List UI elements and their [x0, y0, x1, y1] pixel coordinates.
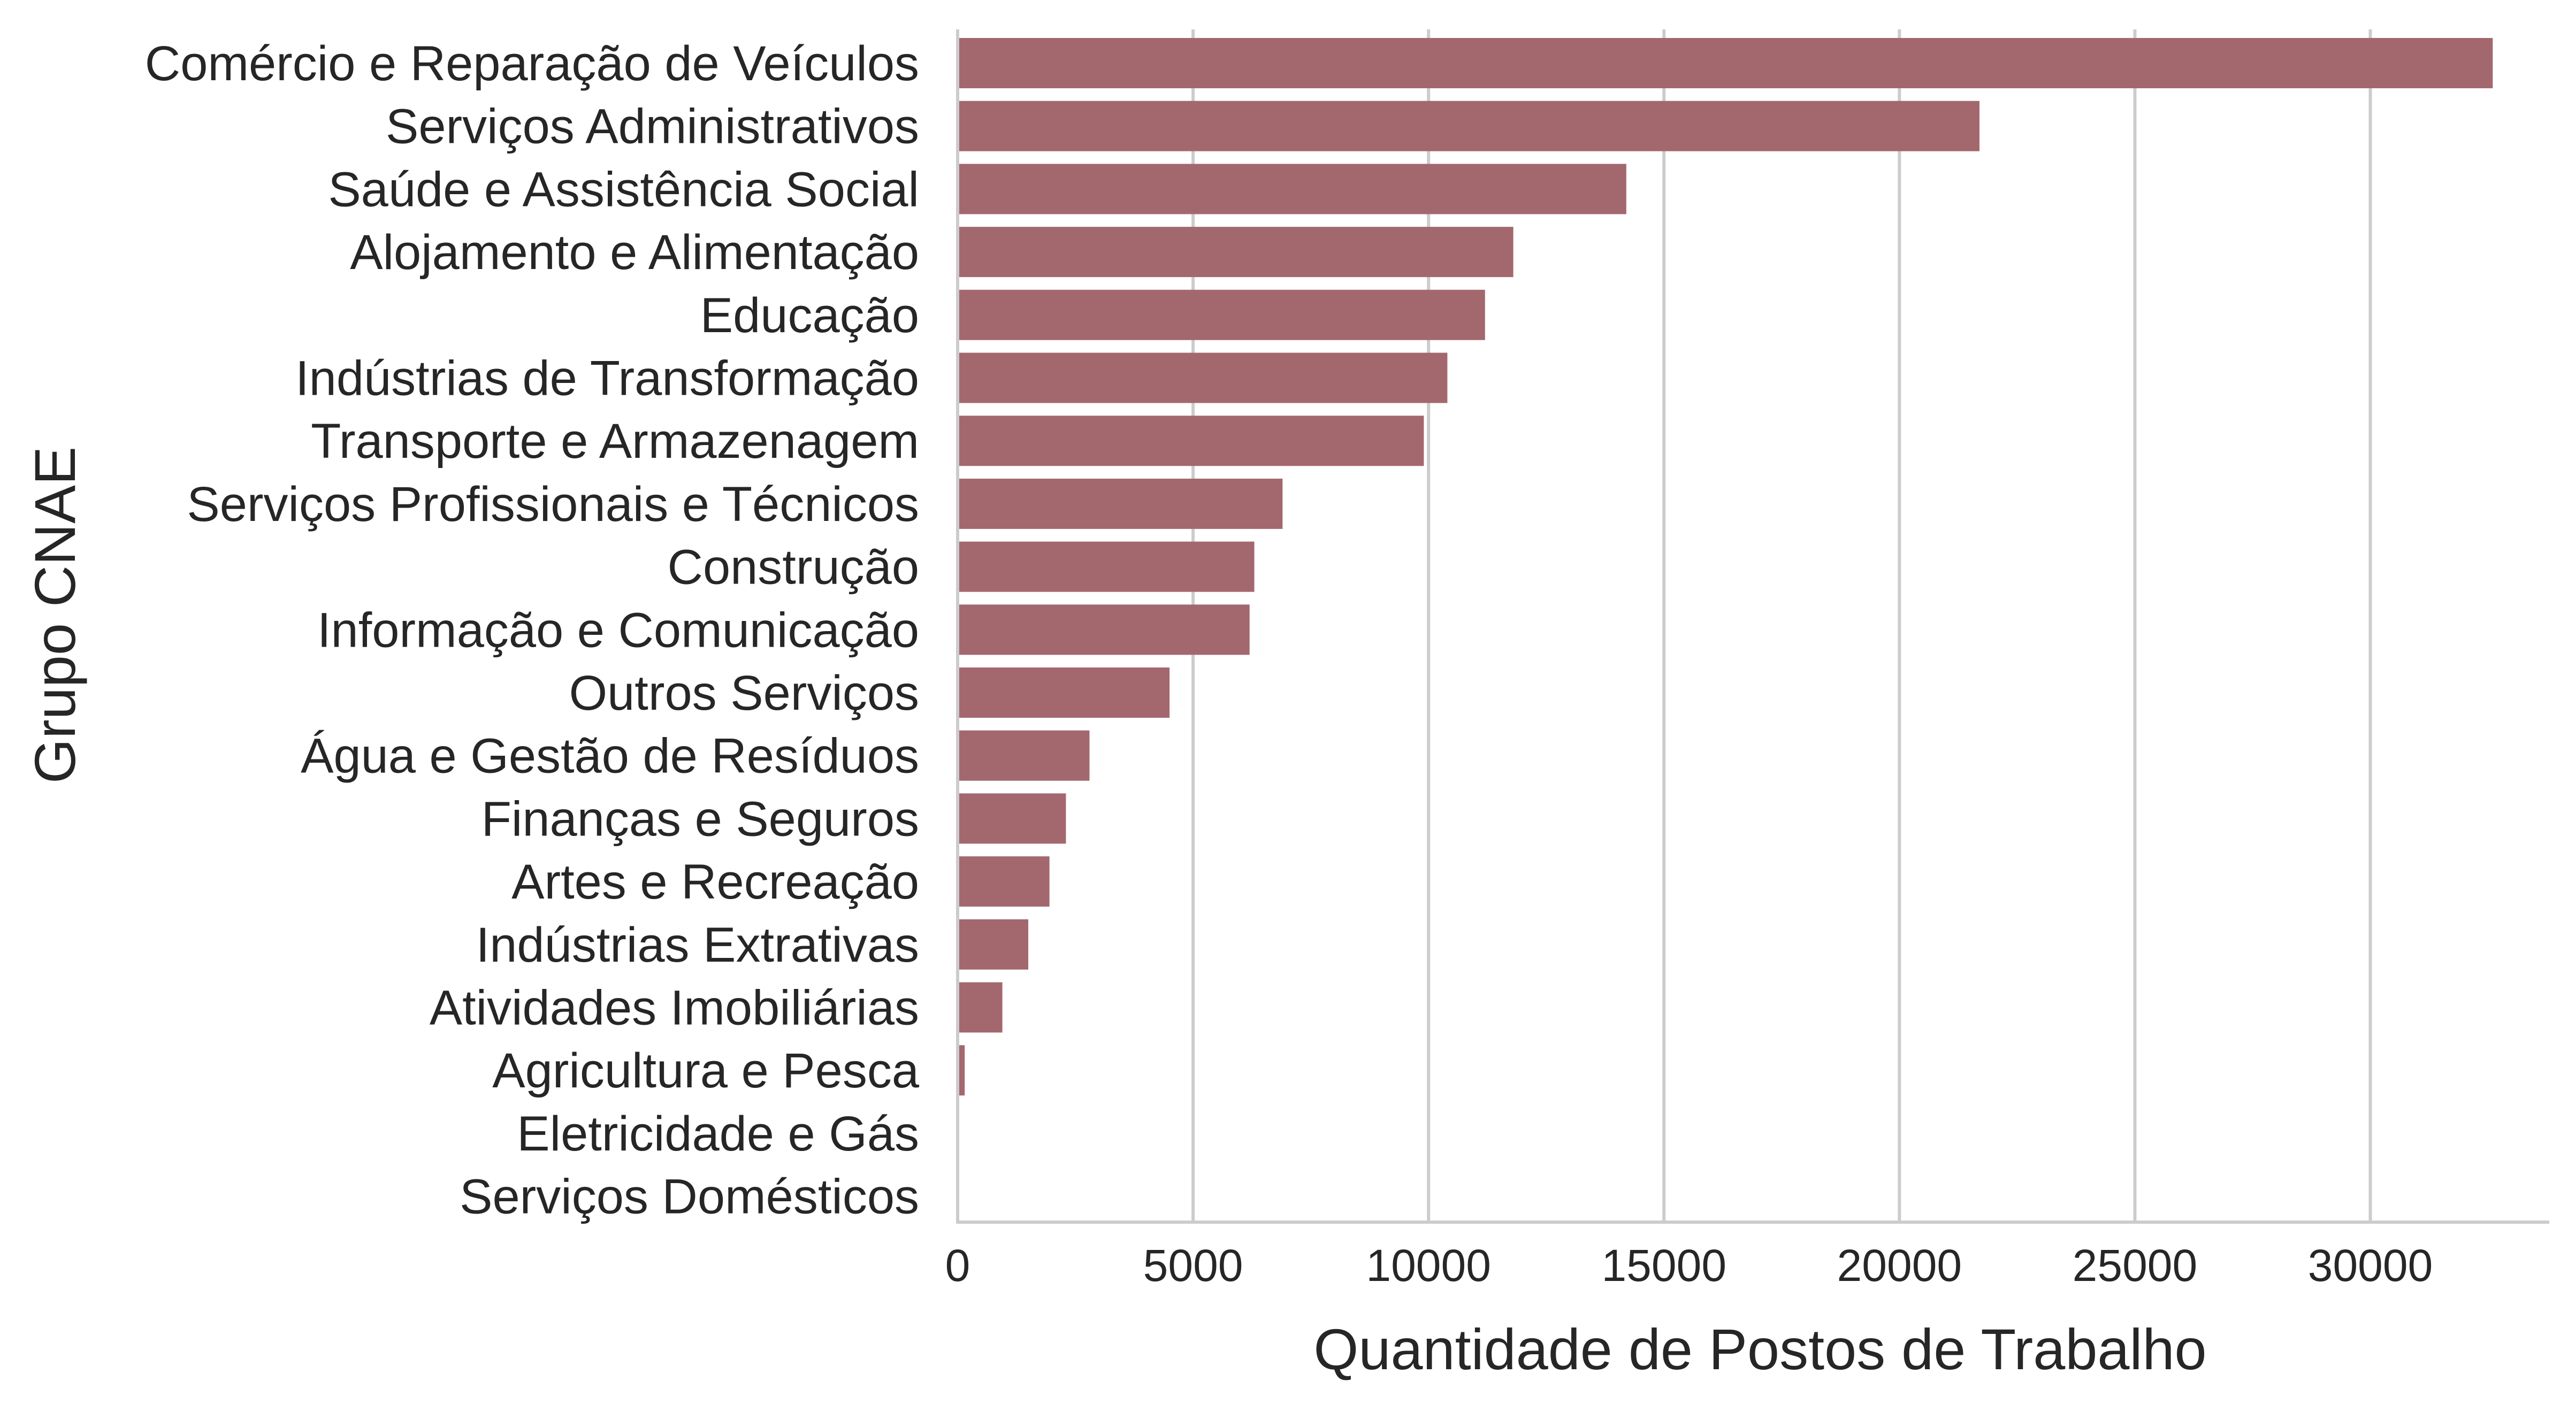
y-tick-label: Atividades Imobiliárias [430, 981, 919, 1035]
bar [958, 164, 1626, 214]
y-axis-title: Grupo CNAE [22, 447, 87, 784]
x-tick-label: 15000 [1601, 1240, 1726, 1291]
bar [958, 667, 1170, 718]
y-tick-label: Serviços Administrativos [386, 99, 919, 154]
y-tick-label: Eletricidade e Gás [517, 1107, 919, 1161]
bar [958, 919, 1029, 970]
bar [958, 38, 2493, 88]
y-tick-label: Indústrias Extrativas [476, 918, 919, 972]
y-tick-label: Saúde e Assistência Social [328, 162, 919, 217]
bar [958, 982, 1003, 1033]
y-tick-label: Artes e Recreação [511, 855, 919, 909]
bar [958, 541, 1255, 592]
bars [958, 38, 2493, 1158]
bar [958, 416, 1424, 466]
bar [958, 352, 1448, 403]
y-tick-label: Alojamento e Alimentação [350, 225, 919, 280]
bar [958, 289, 1485, 340]
x-tick-label: 0 [945, 1240, 970, 1291]
y-tick-label: Finanças e Seguros [481, 792, 919, 846]
x-tick-label: 5000 [1143, 1240, 1243, 1291]
y-tick-label: Informação e Comunicação [317, 603, 919, 657]
y-tick-label: Serviços Domésticos [460, 1170, 919, 1224]
bar [958, 227, 1514, 278]
x-tick-labels: 0 5000 10000 15000 20000 25000 30000 [945, 1240, 2433, 1291]
y-tick-label: Água e Gestão de Resíduos [301, 729, 919, 784]
bar [958, 793, 1066, 844]
bar [958, 856, 1050, 907]
x-axis-title: Quantidade de Postos de Trabalho [1313, 1317, 2206, 1382]
bar [958, 478, 1283, 529]
y-tick-label: Agricultura e Pesca [492, 1043, 920, 1098]
bar [958, 101, 1979, 151]
y-tick-label: Construção [668, 540, 919, 595]
y-tick-label: Serviços Profissionais e Técnicos [187, 477, 919, 532]
y-tick-label: Educação [700, 288, 919, 343]
x-tick-label: 30000 [2308, 1240, 2433, 1291]
x-tick-label: 25000 [2073, 1240, 2198, 1291]
x-tick-label: 10000 [1366, 1240, 1491, 1291]
bar [958, 730, 1090, 781]
x-tick-label: 20000 [1837, 1240, 1962, 1291]
bar [958, 604, 1250, 655]
y-tick-label: Comércio e Reparação de Veículos [145, 36, 919, 91]
y-tick-labels: Comércio e Reparação de Veículos Serviços… [145, 36, 920, 1224]
y-tick-label: Outros Serviços [569, 666, 919, 720]
axes [956, 29, 2549, 1224]
y-tick-label: Indústrias de Transformação [295, 351, 919, 406]
bar [958, 1045, 965, 1096]
y-tick-label: Transporte e Armazenagem [311, 414, 919, 469]
